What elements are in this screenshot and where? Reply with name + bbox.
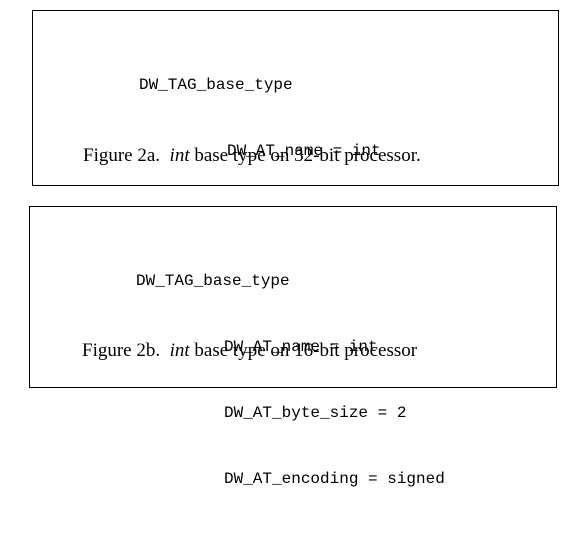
code-attr-line: DW_AT_name = int <box>224 338 378 356</box>
code-attr-line: DW_AT_name = int <box>227 142 381 160</box>
figure-2b-box: DW_TAG_base_type DW_AT_name = int DW_AT_… <box>29 206 557 488</box>
figure-2a-box: DW_TAG_base_type DW_AT_name = int DW_AT_… <box>32 10 559 292</box>
code-tag-line: DW_TAG_base_type <box>136 272 290 290</box>
caption-emphasis: int <box>169 340 190 361</box>
figure-caption: Figure 2a. int base type on 32-bit proce… <box>83 145 421 167</box>
code-listing: DW_TAG_base_type DW_AT_name = int DW_AT_… <box>136 226 445 534</box>
code-tag-line: DW_TAG_base_type <box>139 76 293 94</box>
caption-label: Figure 2a. <box>83 145 161 166</box>
figure-caption: Figure 2b. int base type on 16-bit proce… <box>82 340 417 362</box>
code-attr-line: DW_AT_byte_size = 2 <box>224 404 407 422</box>
code-attr-line: DW_AT_encoding = signed <box>224 470 445 488</box>
caption-text: base type on 16-bit processor <box>194 340 418 361</box>
caption-label: Figure 2b. <box>82 340 161 361</box>
caption-emphasis: int <box>169 145 190 166</box>
caption-text: base type on 32-bit processor. <box>194 145 421 166</box>
